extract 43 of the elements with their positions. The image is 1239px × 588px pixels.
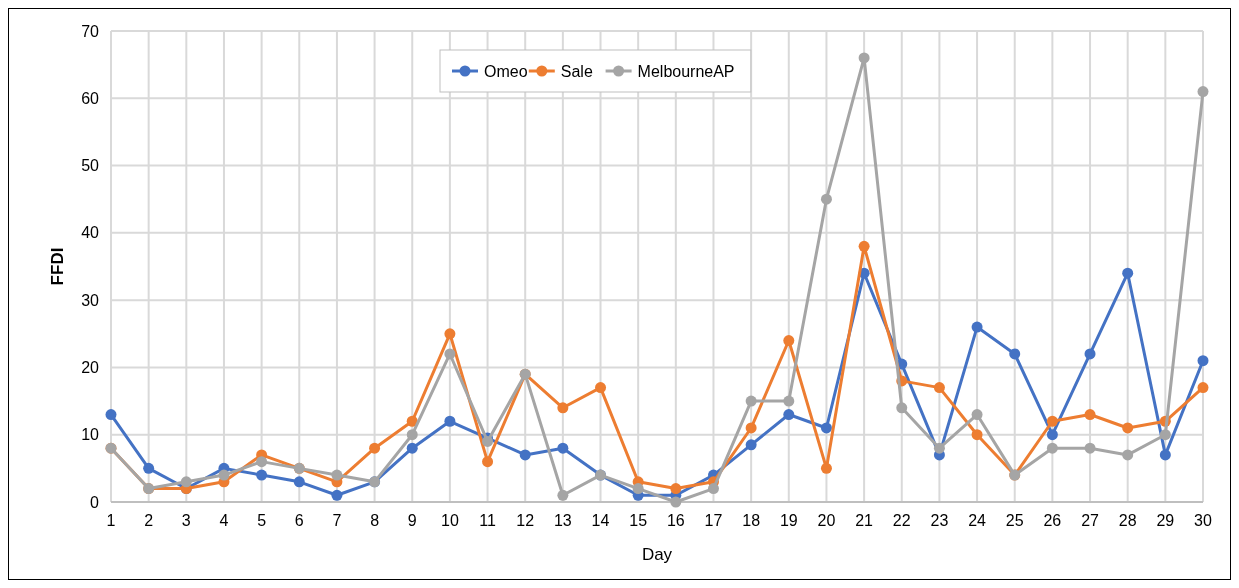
x-tick-label: 29 — [1156, 512, 1175, 529]
x-tick-label: 27 — [1081, 512, 1100, 529]
legend-label: Omeo — [484, 62, 528, 80]
x-tick-label: 18 — [742, 512, 761, 529]
x-tick-label: 11 — [479, 512, 496, 529]
y-tick-label: 20 — [81, 359, 100, 377]
x-tick-label: 16 — [666, 512, 685, 529]
x-tick-label: 21 — [855, 512, 874, 529]
x-tick-label: 13 — [553, 512, 572, 529]
x-tick-label: 25 — [1005, 512, 1024, 529]
y-tick-label: 50 — [81, 157, 100, 175]
x-tick-label: 24 — [968, 512, 987, 529]
y-tick-label: 30 — [81, 291, 100, 309]
x-tick-label: 6 — [294, 512, 304, 529]
x-tick-label: 12 — [516, 512, 535, 529]
x-tick-label: 26 — [1043, 512, 1062, 529]
x-tick-label: 23 — [930, 512, 949, 529]
x-tick-label: 28 — [1118, 512, 1137, 529]
y-tick-label: 70 — [81, 22, 100, 40]
x-tick-label: 17 — [704, 512, 723, 529]
y-tick-label: 40 — [81, 224, 100, 242]
x-tick-label: 9 — [407, 512, 417, 529]
legend-label: MelbourneAP — [637, 62, 735, 80]
y-tick-label: 60 — [81, 89, 100, 107]
x-tick-label: 3 — [181, 512, 191, 529]
x-tick-label: 20 — [817, 512, 836, 529]
y-tick-label: 10 — [81, 426, 100, 444]
x-tick-label: 4 — [219, 512, 229, 529]
x-tick-label: 8 — [370, 512, 380, 529]
x-tick-label: 5 — [257, 512, 267, 529]
x-tick-label: 10 — [441, 512, 459, 529]
x-tick-label: 14 — [591, 512, 610, 529]
legend-label: Sale — [560, 62, 593, 80]
y-axis-title: FFDI — [48, 247, 67, 286]
x-tick-label: 2 — [144, 512, 154, 529]
x-tick-label: 7 — [332, 512, 342, 529]
x-tick-label: 19 — [779, 512, 798, 529]
x-axis-title: Day — [641, 545, 673, 564]
x-tick-label: 30 — [1194, 512, 1212, 529]
x-tick-label: 1 — [106, 512, 116, 529]
x-tick-label: 22 — [892, 512, 911, 529]
x-tick-label: 15 — [629, 512, 648, 529]
y-tick-label: 0 — [90, 493, 100, 511]
